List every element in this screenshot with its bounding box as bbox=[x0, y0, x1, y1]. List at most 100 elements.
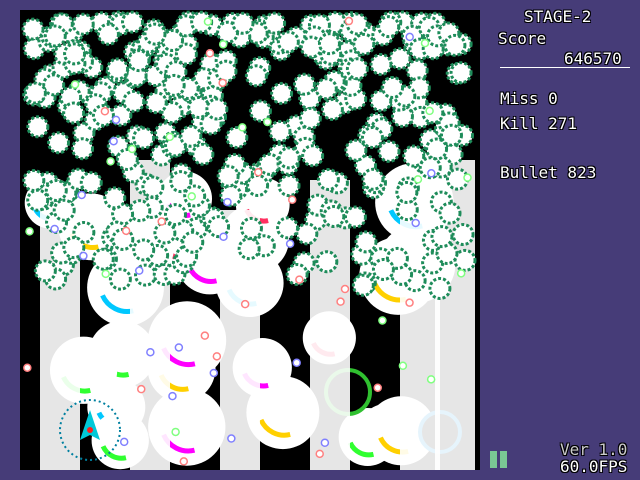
gear-bullet bbox=[103, 186, 127, 210]
small-bullet bbox=[209, 368, 219, 378]
gear-bullet bbox=[276, 216, 300, 240]
gear-bullet bbox=[301, 144, 325, 168]
small-bullet bbox=[320, 438, 330, 448]
gear-bullet bbox=[381, 75, 405, 99]
gear-bullet bbox=[153, 221, 177, 245]
small-bullet bbox=[463, 173, 472, 182]
gear-bullet bbox=[26, 115, 50, 139]
gear-bullet bbox=[44, 178, 68, 202]
gear-bullet bbox=[231, 11, 255, 35]
gear-bullet bbox=[428, 276, 452, 300]
small-bullet bbox=[292, 358, 301, 367]
small-bullet bbox=[50, 224, 59, 234]
small-bullet bbox=[200, 331, 210, 340]
gear-bullet bbox=[276, 30, 300, 54]
small-bullet bbox=[106, 157, 115, 166]
gear-bullet bbox=[449, 61, 473, 85]
gear-bullet bbox=[115, 147, 139, 171]
gear-bullet bbox=[43, 24, 67, 48]
gear-bullet bbox=[405, 58, 429, 82]
gear-bullet bbox=[108, 267, 132, 291]
small-bullet bbox=[254, 167, 263, 177]
small-bullet bbox=[315, 449, 324, 459]
gear-bullet bbox=[132, 238, 156, 262]
gear-bullet bbox=[314, 77, 338, 101]
small-bullet bbox=[212, 352, 222, 361]
small-bullet bbox=[121, 226, 131, 236]
gear-bullet bbox=[96, 22, 120, 46]
gear-bullet bbox=[320, 97, 344, 121]
bullet-layer bbox=[21, 10, 477, 470]
gear-bullet bbox=[71, 137, 95, 161]
score-divider bbox=[500, 67, 630, 68]
small-bullet bbox=[295, 275, 304, 284]
gear-bullet bbox=[106, 57, 130, 81]
player-ship-icon bbox=[80, 410, 100, 440]
small-bullet bbox=[100, 107, 110, 116]
gear-bullet bbox=[216, 164, 240, 188]
gear-bullet bbox=[402, 144, 426, 168]
gear-bullet bbox=[79, 171, 103, 195]
orb-bullet-highlight bbox=[100, 294, 134, 314]
small-bullet bbox=[373, 383, 382, 392]
kill-count: Kill 271 bbox=[500, 114, 578, 133]
life-bar-icon bbox=[500, 451, 507, 468]
gear-bullet bbox=[26, 188, 50, 212]
small-bullet bbox=[219, 232, 228, 242]
small-bullet bbox=[425, 106, 434, 116]
small-bullet bbox=[146, 347, 155, 357]
small-bullet bbox=[137, 384, 146, 394]
small-bullet bbox=[227, 434, 236, 443]
miss-count: Miss 0 bbox=[500, 89, 558, 108]
gear-bullet bbox=[317, 32, 341, 56]
small-bullet bbox=[340, 284, 350, 294]
gear-bullet bbox=[369, 52, 393, 76]
gear-bullet bbox=[299, 35, 323, 59]
gear-bullet bbox=[47, 131, 71, 155]
gear-bullet bbox=[248, 99, 272, 123]
gear-bullet bbox=[91, 247, 115, 271]
small-bullet bbox=[101, 269, 110, 279]
small-bullet bbox=[157, 217, 166, 226]
gear-bullet bbox=[322, 205, 346, 229]
version-label: Ver 1.0 bbox=[560, 440, 628, 459]
gear-bullet bbox=[438, 201, 462, 225]
gear-bullet bbox=[277, 174, 301, 198]
small-bullet bbox=[23, 363, 32, 372]
gear-bullet bbox=[143, 22, 167, 46]
gear-bullet bbox=[52, 198, 76, 222]
gear-bullet bbox=[62, 236, 86, 260]
gear-bullet bbox=[205, 97, 229, 121]
small-bullet bbox=[218, 78, 227, 88]
stage-label: STAGE-2 bbox=[524, 7, 592, 26]
gear-bullet bbox=[162, 73, 186, 97]
gear-bullet bbox=[42, 73, 66, 97]
gear-bullet bbox=[451, 223, 475, 247]
gear-bullet bbox=[361, 167, 385, 191]
small-bullet bbox=[203, 17, 213, 26]
gear-bullet bbox=[244, 64, 268, 88]
gear-bullet bbox=[298, 106, 322, 130]
gear-bullet bbox=[33, 259, 57, 283]
small-bullet bbox=[174, 343, 184, 352]
player-hitbox-ring bbox=[59, 399, 121, 461]
gear-bullet bbox=[315, 250, 339, 274]
small-bullet bbox=[426, 375, 436, 384]
gear-bullet bbox=[377, 15, 401, 39]
small-bullet bbox=[70, 80, 80, 89]
small-bullet bbox=[79, 251, 88, 261]
life-bar-icon bbox=[490, 451, 497, 468]
gear-bullet bbox=[191, 142, 215, 166]
gear-bullet bbox=[179, 124, 203, 148]
play-field bbox=[20, 10, 480, 470]
small-bullet bbox=[25, 227, 34, 236]
small-bullet bbox=[285, 239, 295, 249]
gear-bullet bbox=[295, 222, 319, 246]
small-bullet bbox=[427, 169, 436, 178]
gear-bullet bbox=[181, 230, 205, 254]
small-bullet bbox=[238, 123, 247, 132]
gear-bullet bbox=[71, 12, 95, 36]
gear-bullet bbox=[207, 215, 231, 239]
gear-bullet bbox=[425, 137, 449, 161]
gear-bullet bbox=[141, 175, 165, 199]
